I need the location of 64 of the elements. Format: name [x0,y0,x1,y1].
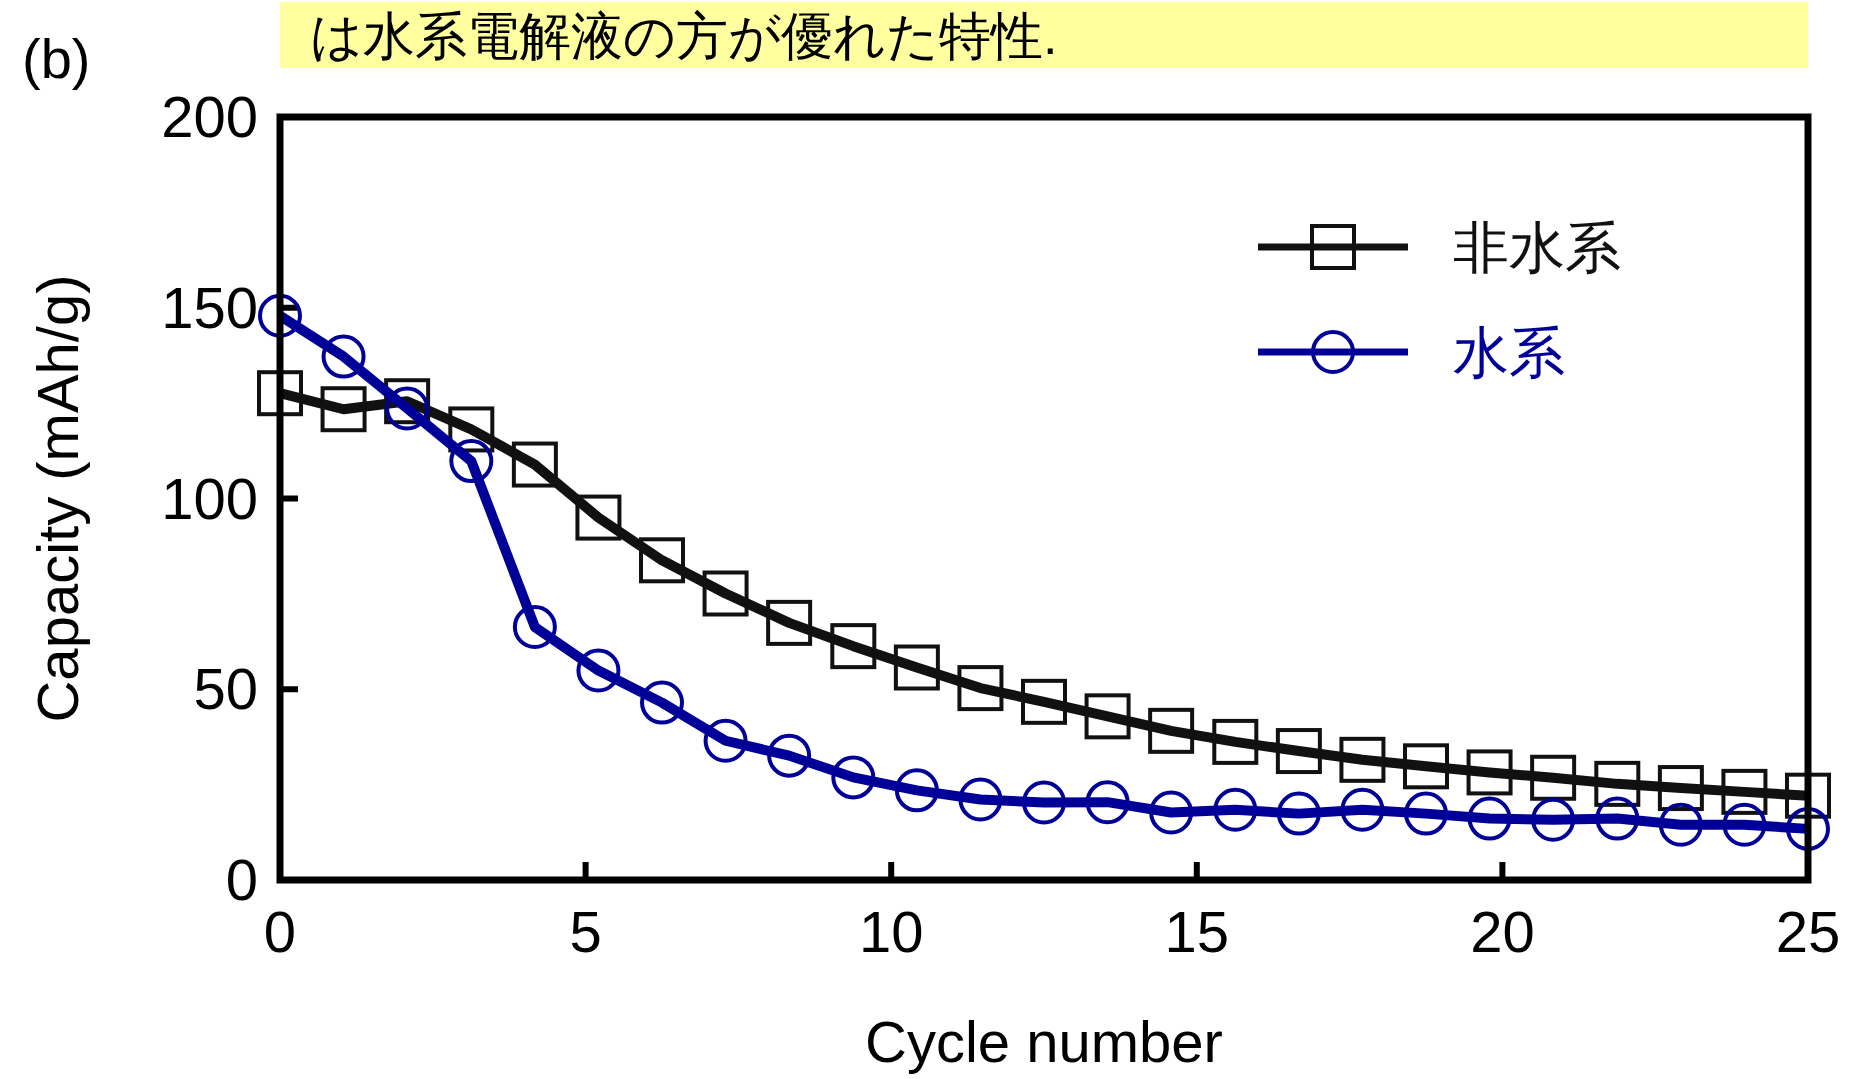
point [767,733,812,778]
point [576,648,621,693]
point [1722,802,1767,847]
point [1466,749,1513,796]
point [1148,707,1195,754]
x-tick-label: 15 [1164,899,1230,964]
point [639,537,685,584]
y-tick-label: 0 [225,847,258,912]
point [1530,754,1577,801]
point [1149,790,1194,835]
point [512,605,557,650]
y-tick-label: 50 [193,656,258,722]
legend-label: 非水系 [1453,216,1621,279]
point [957,665,1004,712]
y-tick-label: 150 [161,274,258,340]
point [958,777,1003,822]
point [320,386,367,433]
point [1467,796,1512,841]
x-tick-label: 25 [1775,899,1841,964]
point [385,386,430,431]
point [1021,678,1067,725]
x-axis-title: Cycle number [865,1009,1223,1074]
y-tick-label: 100 [161,465,258,531]
point [1213,787,1258,832]
point [321,334,366,379]
legend-label: 水系 [1453,321,1565,384]
point [257,370,303,417]
point [258,293,302,338]
point [1276,791,1321,836]
point [575,494,622,541]
x-tick-label: 20 [1470,899,1535,964]
point [1340,787,1385,832]
point [449,439,494,484]
point [1084,693,1131,740]
point [703,718,748,763]
point [894,768,939,813]
x-tick-label: 10 [858,899,924,964]
point [1594,760,1641,807]
text: (b) [22,27,91,90]
chart-title: は水系電解液の方が優れた特性. [310,7,1058,65]
point [830,623,877,670]
point [893,644,940,691]
point [1531,797,1576,842]
point [1657,765,1704,812]
point [702,570,749,617]
point [1721,768,1768,815]
point [511,441,558,488]
point [1786,806,1830,851]
x-tick-label: 5 [569,899,602,964]
point [766,599,813,646]
y-tick-label: 200 [161,84,258,149]
y-axis-title: Capacity (mAh/g) [25,274,90,723]
point [1595,796,1640,841]
point [640,680,684,725]
point [1339,736,1386,783]
point [1212,718,1259,765]
point [831,755,876,800]
point [1658,802,1703,847]
point [1403,743,1449,790]
point [1404,791,1448,836]
point [1785,772,1831,819]
point [1275,728,1322,775]
point [1022,780,1066,825]
point [1085,780,1130,825]
